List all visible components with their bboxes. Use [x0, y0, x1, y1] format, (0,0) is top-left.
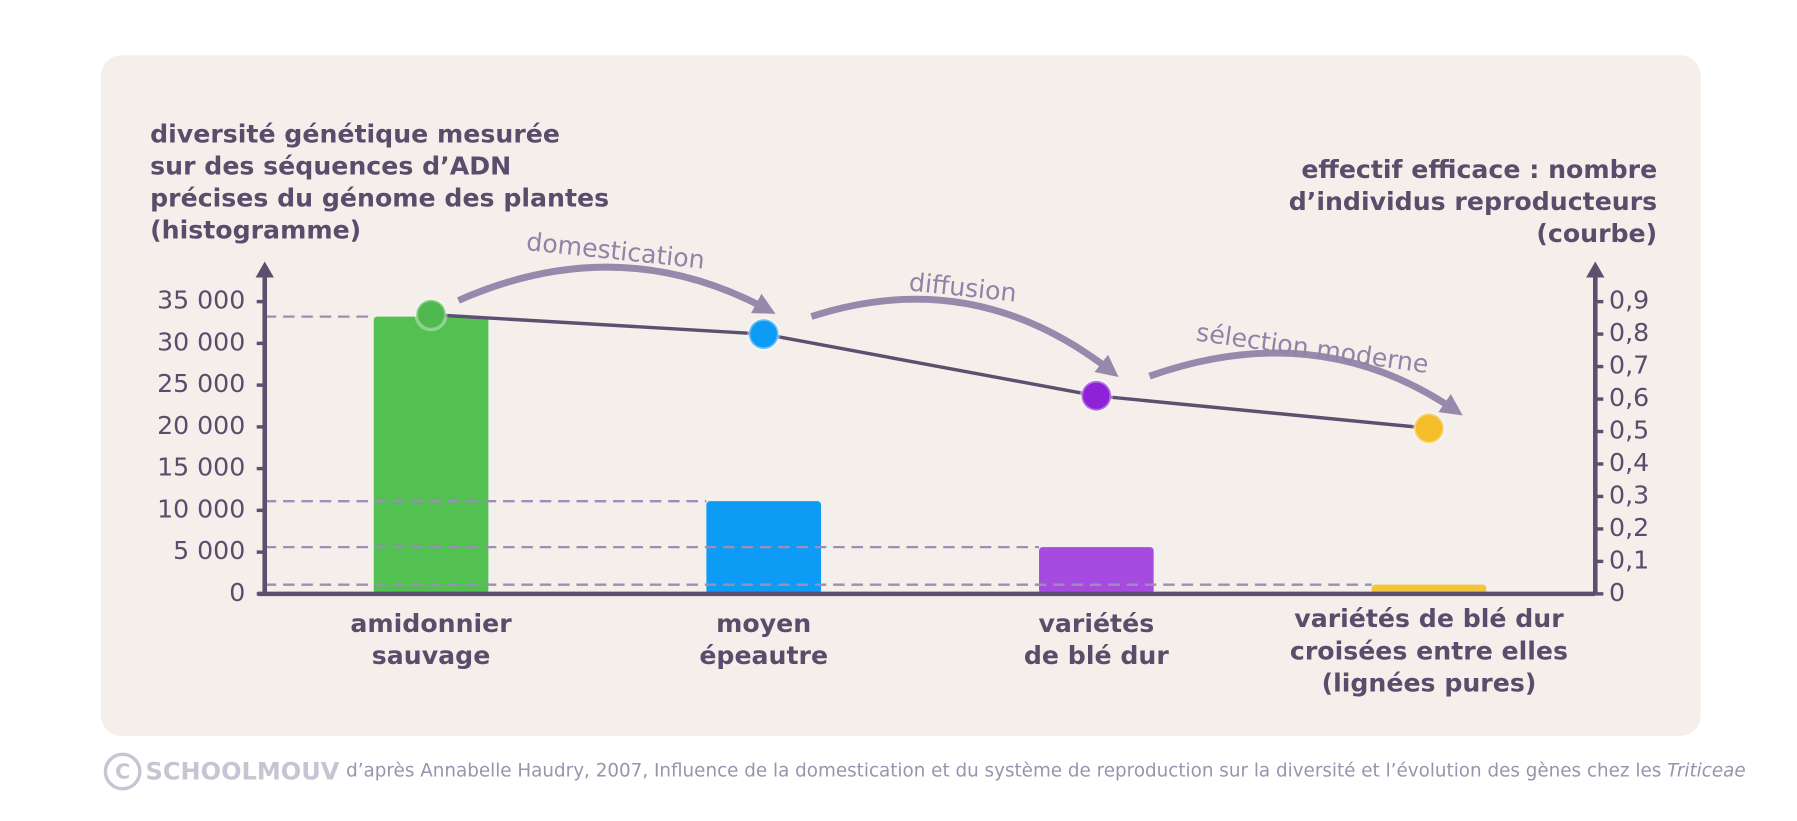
y2-tick-label: 0: [1609, 578, 1625, 607]
line: [430, 312, 1430, 430]
y2-tick-label: 0,6: [1609, 383, 1649, 412]
point: [414, 297, 448, 332]
x-tick-label: sauvage: [372, 641, 491, 670]
arrow: [1148, 349, 1463, 416]
y-axis-title: (histogramme): [150, 216, 361, 245]
y-tick-label: 30 000: [157, 327, 245, 356]
x-tick-label: croisées entre elles: [1290, 636, 1568, 665]
x-tick-label: amidonnier: [350, 609, 512, 638]
y2-axis-title: (courbe): [1536, 219, 1657, 248]
y-tick-label: 10 000: [157, 494, 245, 523]
y-axis-title: sur des séquences d’ADN: [150, 152, 511, 181]
x-tick-label: (lignées pures): [1322, 668, 1537, 697]
point: [747, 317, 781, 351]
y2-tick-label: 0,9: [1609, 286, 1649, 315]
point: [1079, 379, 1113, 413]
point: [1412, 411, 1446, 445]
y2-axis-arrow: [1586, 261, 1605, 278]
arrow: [810, 295, 1119, 377]
y-tick-label: 20 000: [157, 411, 245, 440]
source-text: d’après Annabelle Haudry, 2007, Influenc…: [346, 761, 1667, 782]
y2-tick-label: 0,2: [1609, 513, 1649, 542]
y-axis-title: diversité génétique mesurée: [150, 119, 560, 148]
logo-c: C: [115, 760, 130, 784]
source-italic: Triticeae: [1667, 761, 1746, 782]
x-tick-label: de blé dur: [1024, 641, 1169, 670]
bar: [373, 316, 489, 594]
y-tick-label: 35 000: [157, 286, 245, 315]
y-tick-label: 5 000: [173, 536, 245, 565]
y2-axis-title: d’individus reproducteurs: [1289, 187, 1657, 216]
logo-mark: [103, 752, 142, 791]
y2-tick-label: 0,7: [1609, 351, 1649, 380]
y2-tick-label: 0,4: [1609, 448, 1649, 477]
y-axis-arrow: [255, 261, 274, 278]
y-tick-label: 25 000: [157, 369, 245, 398]
y2-tick-label: 0,8: [1609, 318, 1649, 347]
y-axis-title: précises du génome des plantes: [150, 184, 609, 213]
source: d’après Annabelle Haudry, 2007, Influenc…: [346, 761, 1746, 782]
y2-tick-label: 0,1: [1609, 545, 1649, 574]
y2-tick-label: 0,5: [1609, 416, 1649, 445]
x-tick-label: variétés: [1038, 609, 1154, 638]
arrow: [457, 263, 776, 314]
bar: [1371, 584, 1487, 594]
bar: [1039, 547, 1154, 594]
panel: [100, 55, 1701, 736]
y-tick-label: 0: [229, 578, 245, 607]
x-tick-label: moyen: [716, 609, 811, 638]
y-tick-label: 15 000: [157, 453, 245, 482]
x-tick-label: épeautre: [699, 641, 828, 670]
y2-tick-label: 0,3: [1609, 480, 1649, 509]
logo: SCHOOLMOUV: [146, 758, 340, 786]
x-tick-label: variétés de blé dur: [1294, 604, 1564, 633]
y2-axis-title: effectif efficace : nombre: [1301, 155, 1657, 184]
